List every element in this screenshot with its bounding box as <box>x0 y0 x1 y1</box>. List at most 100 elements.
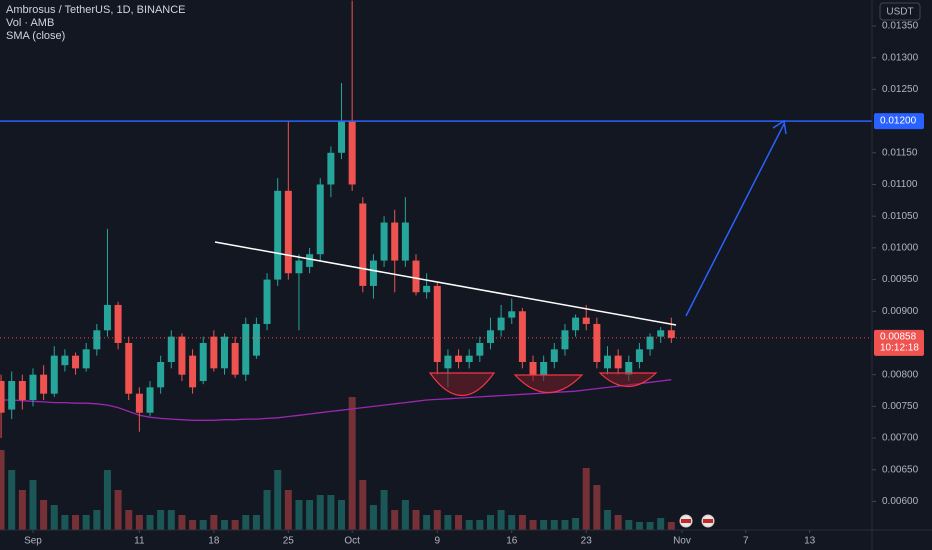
candle-body <box>284 190 292 274</box>
volume-bar <box>497 510 505 530</box>
candle-body <box>646 336 654 350</box>
pattern-arc <box>513 374 584 394</box>
volume-bar <box>72 515 80 530</box>
volume-bar <box>316 495 324 530</box>
y-tick-label: 0.00900 <box>882 306 919 317</box>
candle-body <box>231 342 239 375</box>
candle-body <box>476 342 484 356</box>
x-tick-label: 18 <box>208 536 220 547</box>
volume-bar <box>82 515 90 530</box>
volume-bar <box>550 520 558 530</box>
volume-bar <box>486 515 494 530</box>
volume-bar <box>412 510 420 530</box>
volume-bar <box>667 522 675 530</box>
candle-body <box>561 330 569 350</box>
candle-body <box>40 374 48 394</box>
volume-bar <box>582 468 590 530</box>
candle-body <box>114 304 122 343</box>
volume-bar <box>540 520 548 530</box>
candle-body <box>295 260 303 274</box>
countdown-label: 10:12:18 <box>880 343 919 354</box>
volume-bar <box>561 520 569 530</box>
indicator-layer <box>1 379 672 421</box>
candle-body <box>29 374 37 401</box>
level-label: 0.01200 <box>880 116 917 127</box>
volume-bar <box>433 510 441 530</box>
candle-body <box>550 349 558 362</box>
candle-body <box>380 222 388 261</box>
volume-bar <box>157 510 165 530</box>
candle-body <box>274 190 282 280</box>
volume-bar <box>125 510 133 530</box>
candle-body <box>157 361 165 388</box>
x-tick-label: 11 <box>134 536 145 547</box>
candle-body <box>529 361 537 375</box>
x-tick-label: 9 <box>434 536 440 547</box>
candle-body <box>497 317 505 331</box>
candle-body <box>135 393 143 413</box>
candle-body <box>146 387 154 413</box>
volume-bar <box>189 520 197 530</box>
candle-body <box>667 330 675 338</box>
volume-bar <box>274 470 282 530</box>
volume-bar <box>518 515 526 530</box>
candle-body <box>635 349 643 362</box>
last-price-box <box>874 329 924 356</box>
volume-bar <box>529 520 537 530</box>
candle-body <box>508 311 516 318</box>
volume-bar <box>604 510 612 530</box>
volume-bar <box>40 500 48 530</box>
volume-bar <box>220 520 228 530</box>
candle-body <box>199 342 207 382</box>
candle-body <box>50 355 58 394</box>
candle-body <box>444 355 452 369</box>
volume-bar <box>455 515 463 530</box>
candle-body <box>657 330 665 337</box>
currency-button[interactable] <box>879 2 921 21</box>
volume-bar <box>465 520 473 530</box>
candle-body <box>391 222 399 261</box>
volume-bar <box>231 520 239 530</box>
y-tick-label: 0.00950 <box>882 274 919 285</box>
candle-body <box>242 323 250 375</box>
candle-body <box>593 323 601 362</box>
x-tick-label: 25 <box>283 536 295 547</box>
candle-body <box>0 381 5 413</box>
volume-bar <box>199 520 207 530</box>
level-label-box <box>874 113 924 130</box>
y-tick-label: 0.00750 <box>882 401 919 412</box>
volume-bar <box>369 505 377 530</box>
volume-bar <box>508 515 516 530</box>
volume-bar <box>338 500 346 530</box>
volume-bar <box>423 515 431 530</box>
volume-bar <box>593 485 601 530</box>
volume-bar <box>252 515 260 530</box>
volume-bar <box>646 522 654 530</box>
x-tick-label: 7 <box>743 536 749 547</box>
volume-bar <box>242 515 250 530</box>
volume-bar <box>50 505 58 530</box>
candle-body <box>433 285 441 362</box>
trendline <box>214 241 677 326</box>
pattern-arc <box>428 372 496 397</box>
candle-body <box>82 349 90 369</box>
candle-body <box>540 361 548 375</box>
volume-bar <box>476 520 484 530</box>
candle-body <box>614 355 622 369</box>
chart-title: Ambrosus / TetherUS, 1D, BINANCE <box>6 4 186 16</box>
y-tick-label: 0.01000 <box>882 243 919 254</box>
volume-bar <box>614 515 622 530</box>
volume-bar <box>401 500 409 530</box>
candle-body <box>412 260 420 293</box>
volume-bar <box>572 518 580 530</box>
candle-body <box>518 311 526 362</box>
volume-bar <box>444 515 452 530</box>
volume-bar <box>0 450 5 530</box>
indicator-label: Vol · AMB <box>6 17 54 29</box>
x-tick-label: 13 <box>804 536 816 547</box>
sma-line <box>1 379 672 421</box>
volume-bar <box>391 510 399 530</box>
candle-body <box>582 317 590 324</box>
volume-bar <box>327 495 335 530</box>
candle-body <box>348 121 356 185</box>
